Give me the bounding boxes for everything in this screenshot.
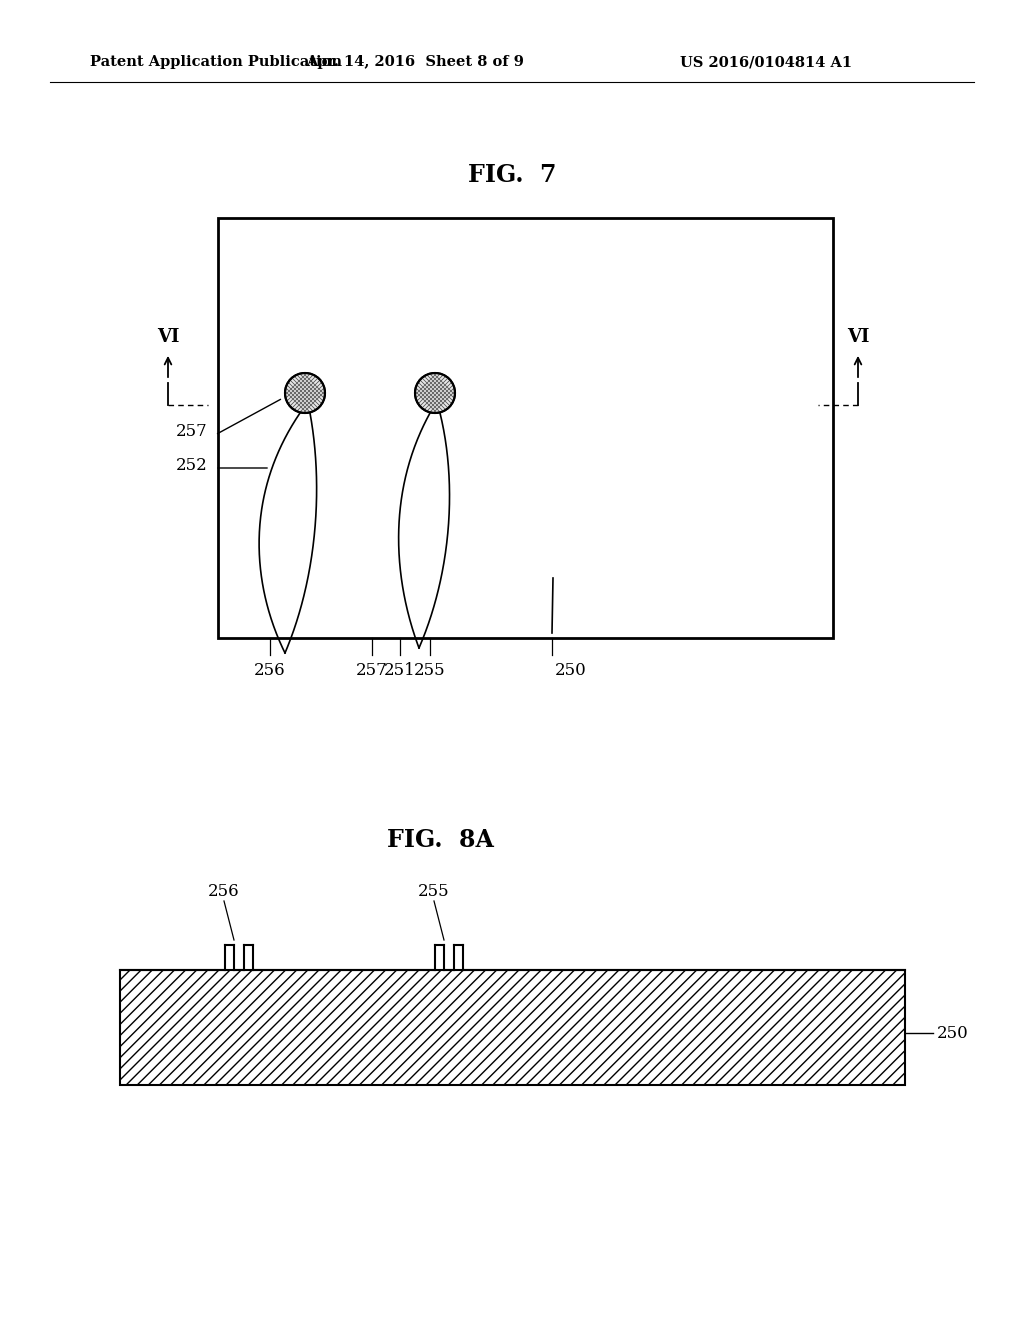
- Text: 251: 251: [384, 663, 416, 678]
- Text: Apr. 14, 2016  Sheet 8 of 9: Apr. 14, 2016 Sheet 8 of 9: [306, 55, 524, 69]
- Bar: [120, 970, 905, 1085]
- Text: FIG.  8A: FIG. 8A: [387, 828, 494, 851]
- Ellipse shape: [415, 374, 455, 413]
- Ellipse shape: [285, 374, 325, 413]
- Text: 252: 252: [176, 457, 208, 474]
- Text: 250: 250: [555, 663, 587, 678]
- Text: 256: 256: [254, 663, 286, 678]
- Text: 257: 257: [356, 663, 388, 678]
- Text: US 2016/0104814 A1: US 2016/0104814 A1: [680, 55, 852, 69]
- Text: FIG.  7: FIG. 7: [468, 162, 556, 187]
- Bar: [218, 218, 833, 638]
- Text: 250: 250: [937, 1024, 969, 1041]
- Text: 255: 255: [418, 883, 450, 900]
- Text: VI: VI: [157, 327, 179, 346]
- Text: 257: 257: [176, 424, 208, 441]
- Text: 256: 256: [208, 883, 240, 900]
- Text: 255: 255: [414, 663, 445, 678]
- Text: Patent Application Publication: Patent Application Publication: [90, 55, 342, 69]
- Text: VI: VI: [847, 327, 869, 346]
